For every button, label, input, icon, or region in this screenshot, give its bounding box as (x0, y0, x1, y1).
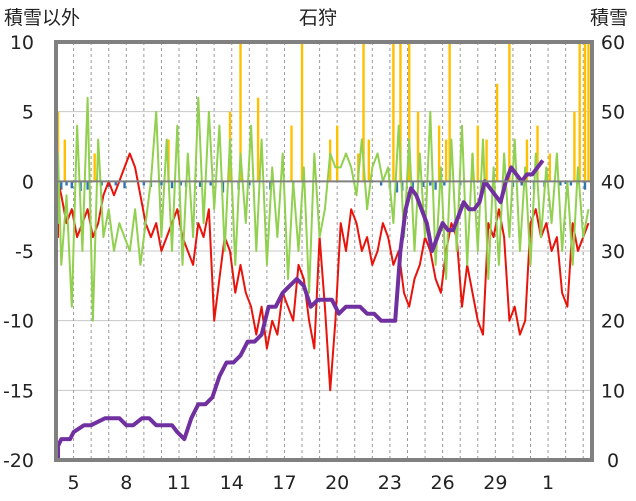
snowfall_negative-bar (422, 181, 425, 187)
snowfall_negative-bar (123, 181, 126, 189)
left-tick-label: 5 (22, 102, 34, 124)
precipitation-bar (587, 42, 590, 182)
precipitation-bar (536, 125, 539, 182)
right-tick-label: 20 (601, 311, 625, 333)
temperature-line (57, 152, 590, 392)
snowfall_negative-bar (198, 181, 202, 187)
precipitation-bar (300, 42, 304, 182)
x-tick-label: 20 (325, 472, 349, 494)
snowfall_negative-bar (100, 181, 103, 186)
x-tick-label: 26 (431, 472, 455, 494)
precipitation-bar (93, 153, 96, 182)
snowfall_negative-bar (142, 181, 146, 186)
precipitation-bar (448, 42, 451, 182)
precipitation-bar (392, 42, 395, 182)
right-tick-label: 40 (601, 171, 625, 193)
x-tick-label: 8 (120, 472, 132, 494)
precipitation-bar (508, 42, 511, 182)
x-tick-label: 17 (272, 472, 296, 494)
snow-depth-line (56, 159, 545, 460)
left-axis-ticks: 10 5 0 -5 -10 -15 -20 (3, 32, 34, 472)
x-tick-label: 14 (220, 472, 244, 494)
right-axis-ticks: 60 50 40 30 20 10 0 (601, 32, 625, 472)
snowfall_negative-bar (443, 181, 446, 186)
snowfall_negative-bar (70, 181, 74, 189)
snowfall_negative-bar (559, 181, 562, 186)
snowfall_negative-bar (411, 181, 414, 189)
snowfall_negative-bar (179, 181, 182, 186)
precipitation-bar (367, 139, 371, 182)
precipitation-bar (335, 125, 339, 182)
precipitation-bar (476, 125, 479, 182)
precipitation-bar (408, 42, 411, 182)
chart-title: 石狩 (299, 7, 337, 29)
left-tick-label: -10 (3, 311, 34, 333)
x-axis-ticks: 5 8 11 14 17 20 23 26 29 1 (68, 472, 555, 494)
right-tick-label: 60 (601, 32, 625, 54)
precipitation-bar (485, 139, 488, 182)
snowfall_negative-bar (569, 181, 573, 186)
precipitation-bar (416, 111, 420, 182)
precipitation-bar (362, 42, 365, 182)
right-axis-label: 積雪 (590, 7, 628, 29)
snowfall_negative-bar (395, 181, 399, 193)
snowfall_negative-bar (60, 181, 63, 190)
snowfall_negative-bar (86, 181, 89, 190)
right-tick-label: 10 (601, 380, 625, 402)
precipitation-bar (256, 97, 260, 182)
precipitation-bar (290, 125, 293, 182)
left-tick-label: 0 (22, 171, 34, 193)
precipitation-bar (573, 111, 576, 182)
precipitation-bar (548, 153, 552, 182)
precipitation-bar (495, 83, 499, 182)
right-tick-label: 0 (607, 450, 619, 472)
snowfall_negative-bar (520, 181, 523, 186)
precipitation-bar (525, 139, 529, 182)
precipitation-bar (63, 139, 66, 182)
precipitation-bar (444, 139, 448, 182)
precipitation-bar (239, 42, 242, 182)
snowfall_negative-bar (170, 181, 174, 189)
x-tick-label: 23 (378, 472, 402, 494)
left-tick-label: -20 (3, 450, 34, 472)
left-tick-label: 10 (10, 32, 34, 54)
bar-layer (56, 42, 590, 193)
snowfall_negative-bar (583, 181, 587, 190)
x-tick-label: 5 (68, 472, 80, 494)
snowfall_negative-bar (564, 181, 567, 185)
snowfall_negative-bar (429, 181, 432, 186)
x-tick-label: 1 (542, 472, 554, 494)
precipitation-bar (578, 42, 581, 182)
snowfall_negative-bar (434, 181, 437, 190)
x-tick-label: 11 (167, 472, 191, 494)
snowfall_negative-bar (114, 181, 117, 186)
snowfall_negative-bar (379, 181, 383, 186)
right-tick-label: 30 (601, 241, 625, 263)
left-tick-label: -5 (15, 241, 34, 263)
snowfall_negative-bar (65, 181, 68, 186)
right-tick-label: 50 (601, 102, 625, 124)
left-axis-label: 積雪以外 (4, 7, 80, 29)
precipitation-bar (399, 42, 402, 182)
wind-line (57, 96, 590, 322)
series-layer (56, 96, 590, 460)
left-tick-label: -15 (3, 380, 34, 402)
plot-frame (54, 40, 594, 462)
snowfall_negative-bar (209, 181, 212, 186)
precipitation-bar (583, 42, 587, 182)
x-tick-label: 29 (483, 472, 507, 494)
precipitation-bar (437, 125, 441, 182)
snowfall_negative-bar (248, 181, 251, 186)
snowfall_negative-bar (160, 181, 163, 186)
